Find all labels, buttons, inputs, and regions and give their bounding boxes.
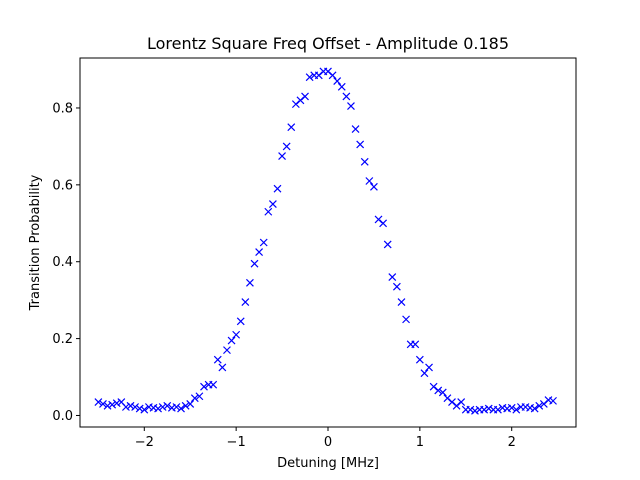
data-point [181, 401, 190, 410]
data-point [177, 404, 185, 413]
data-point [494, 405, 502, 414]
data-point [512, 405, 521, 414]
data-point [232, 330, 241, 339]
data-point [126, 401, 135, 410]
data-point [273, 184, 282, 193]
plot-area-frame [79, 57, 577, 428]
data-point [365, 177, 374, 185]
data-point [94, 398, 103, 406]
data-point [402, 315, 410, 324]
x-tick-label: −2 [135, 435, 154, 450]
data-point [246, 278, 254, 287]
data-point [103, 401, 112, 410]
data-point [218, 363, 227, 372]
data-point [342, 92, 351, 101]
data-points [94, 67, 557, 415]
y-tick-label: 0.4 [52, 255, 73, 270]
data-point [135, 404, 144, 413]
data-point [195, 392, 204, 401]
data-point [278, 152, 286, 160]
data-point [268, 200, 277, 208]
data-point [347, 102, 355, 110]
data-point [236, 317, 245, 326]
data-point [112, 399, 121, 408]
data-point [507, 403, 516, 412]
chart-title: Lorentz Square Freq Offset - Amplitude 0… [147, 34, 509, 53]
y-tick-label: 0.6 [52, 178, 73, 193]
data-point [122, 403, 130, 411]
data-point [471, 406, 479, 415]
y-tick-label: 0.0 [52, 409, 73, 424]
data-point [172, 403, 181, 411]
data-point [186, 400, 195, 408]
data-point [360, 157, 369, 166]
data-point [158, 403, 167, 411]
data-point [425, 363, 433, 372]
data-point [388, 273, 397, 282]
data-point [466, 405, 475, 414]
x-axis-ticks: −2 −1 0 1 2 [135, 427, 516, 450]
data-point [356, 140, 365, 149]
data-point [379, 219, 388, 228]
data-point [535, 401, 544, 410]
data-point [131, 403, 140, 411]
data-point [250, 259, 259, 268]
data-point [140, 405, 149, 414]
data-point [383, 240, 392, 249]
data-point [287, 123, 296, 132]
data-point [305, 73, 314, 82]
data-point [108, 400, 117, 409]
data-point [264, 207, 273, 216]
data-point [99, 400, 107, 408]
y-axis-label: Transition Probability [28, 174, 43, 311]
data-point [259, 238, 268, 247]
data-point [397, 298, 406, 307]
data-point [434, 386, 443, 395]
data-point [420, 369, 429, 378]
data-point [163, 401, 172, 410]
data-point [209, 380, 218, 389]
data-point [200, 382, 208, 391]
data-point [457, 398, 466, 406]
data-point [328, 71, 337, 80]
y-tick-label: 0.8 [52, 101, 73, 116]
data-point [227, 336, 236, 345]
data-point [411, 340, 420, 349]
data-point [438, 388, 447, 397]
data-point [480, 405, 489, 414]
data-point [282, 142, 291, 151]
data-point [190, 394, 199, 403]
data-point [549, 396, 557, 405]
data-point [255, 248, 264, 257]
x-axis-label: Detuning [MHz] [277, 456, 379, 471]
data-point [213, 355, 222, 364]
x-tick-label: −1 [227, 435, 246, 450]
data-point [154, 404, 162, 413]
data-point [241, 298, 250, 307]
data-point [530, 404, 539, 413]
data-point [337, 82, 346, 91]
y-axis-ticks: 0.0 0.2 0.4 0.6 0.8 [52, 101, 80, 424]
x-tick-label: 0 [324, 435, 332, 450]
data-point [392, 282, 401, 291]
data-point [223, 346, 231, 355]
data-point [351, 125, 360, 134]
x-tick-label: 1 [416, 435, 424, 450]
data-point [415, 355, 424, 364]
x-tick-label: 2 [508, 435, 516, 450]
y-tick-label: 0.2 [52, 332, 73, 347]
data-point [333, 77, 342, 85]
data-point [301, 92, 309, 101]
data-point [370, 182, 378, 191]
data-point [484, 404, 493, 413]
